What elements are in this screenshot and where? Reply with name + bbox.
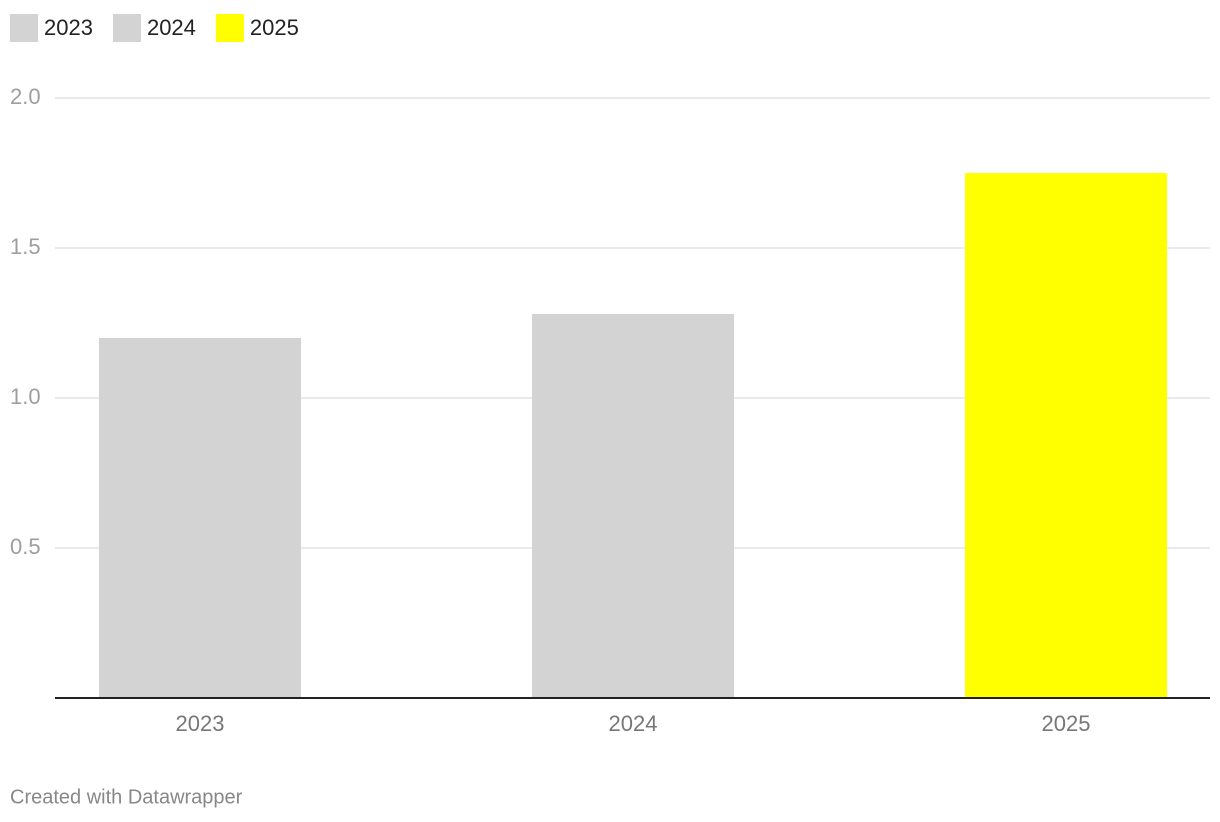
y-tick-label: 1.0 (10, 384, 41, 409)
y-tick-label: 0.5 (10, 534, 41, 559)
bar (532, 314, 734, 698)
x-tick-label: 2025 (1042, 711, 1091, 736)
legend-swatch (112, 14, 141, 42)
legend-label: 2025 (250, 15, 299, 40)
bar (965, 173, 1167, 698)
legend-label: 2024 (147, 15, 196, 40)
x-tick-label: 2023 (176, 711, 225, 736)
y-tick-label: 2.0 (10, 84, 41, 109)
x-tick-label: 2024 (609, 711, 658, 736)
y-tick-label: 1.5 (10, 234, 41, 259)
legend-label: 2023 (44, 15, 93, 40)
legend-swatch (10, 14, 38, 42)
legend-swatch (215, 14, 244, 42)
footer: Created with Datawrapper (10, 786, 243, 808)
bar (99, 338, 301, 698)
